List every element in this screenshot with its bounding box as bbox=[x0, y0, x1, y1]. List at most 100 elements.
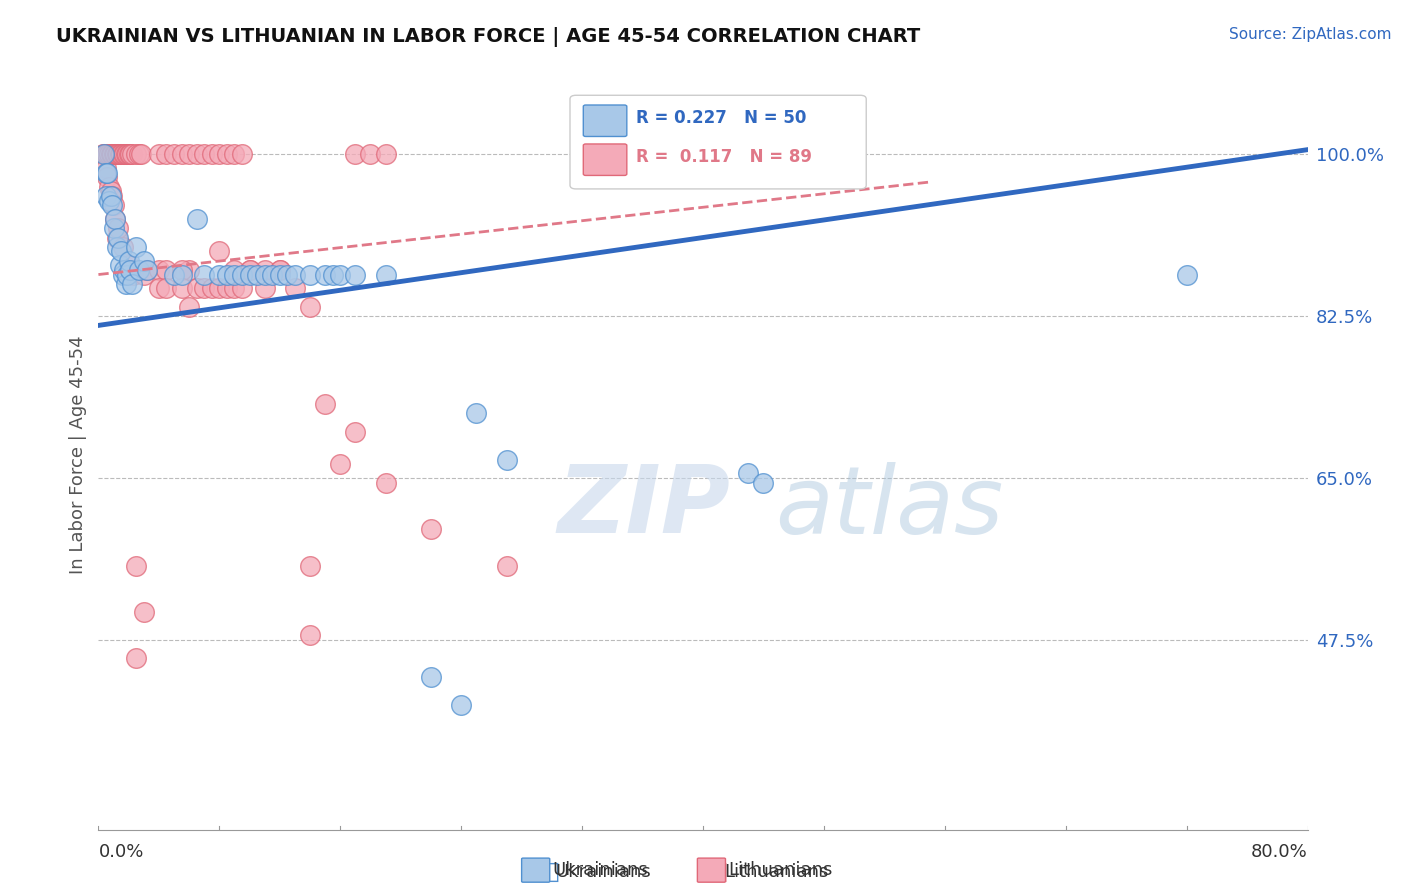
Text: Ukrainians: Ukrainians bbox=[553, 861, 648, 879]
Point bbox=[118, 147, 141, 161]
Point bbox=[93, 147, 115, 161]
Point bbox=[186, 212, 208, 227]
Point bbox=[155, 147, 177, 161]
Point bbox=[179, 147, 201, 161]
Point bbox=[94, 166, 117, 180]
Point bbox=[495, 452, 517, 467]
Point bbox=[179, 263, 201, 277]
Point bbox=[105, 147, 128, 161]
Point bbox=[98, 194, 121, 208]
Point bbox=[94, 161, 117, 176]
Point bbox=[215, 147, 238, 161]
Point bbox=[148, 281, 170, 295]
Point bbox=[163, 268, 186, 282]
Point bbox=[179, 300, 201, 314]
Text: ZIP: ZIP bbox=[558, 461, 731, 553]
Point bbox=[170, 268, 193, 282]
Point bbox=[93, 147, 115, 161]
Point bbox=[253, 263, 276, 277]
Point bbox=[224, 263, 246, 277]
Point bbox=[132, 605, 155, 619]
Text: 80.0%: 80.0% bbox=[1251, 844, 1308, 862]
Point bbox=[284, 268, 307, 282]
Point bbox=[752, 475, 775, 490]
Point bbox=[105, 240, 128, 254]
Point bbox=[96, 170, 118, 185]
Point bbox=[98, 147, 121, 161]
Text: □: □ bbox=[537, 861, 560, 884]
Point bbox=[329, 268, 352, 282]
Point bbox=[111, 268, 134, 282]
Point bbox=[224, 147, 246, 161]
Point bbox=[111, 147, 134, 161]
Point bbox=[360, 147, 382, 161]
Y-axis label: In Labor Force | Age 45-54: In Labor Force | Age 45-54 bbox=[69, 335, 87, 574]
Point bbox=[104, 212, 127, 227]
Point bbox=[269, 263, 291, 277]
Point bbox=[239, 268, 262, 282]
Point bbox=[299, 558, 322, 573]
Point bbox=[103, 147, 125, 161]
Point bbox=[284, 281, 307, 295]
Point bbox=[112, 263, 135, 277]
Point bbox=[208, 147, 231, 161]
Point bbox=[374, 475, 396, 490]
Point bbox=[224, 268, 246, 282]
Point bbox=[737, 467, 759, 481]
Point bbox=[215, 268, 238, 282]
Point bbox=[322, 268, 344, 282]
Point bbox=[125, 240, 148, 254]
Point bbox=[135, 263, 157, 277]
Point bbox=[110, 147, 132, 161]
Point bbox=[118, 258, 141, 272]
Point bbox=[121, 147, 143, 161]
Point bbox=[91, 147, 114, 161]
Point bbox=[101, 189, 124, 203]
Point bbox=[100, 147, 122, 161]
Point bbox=[253, 281, 276, 295]
Point bbox=[201, 281, 224, 295]
Point bbox=[111, 240, 134, 254]
Point bbox=[374, 268, 396, 282]
Point bbox=[269, 263, 291, 277]
Point bbox=[208, 268, 231, 282]
Point bbox=[208, 281, 231, 295]
Point bbox=[163, 147, 186, 161]
Point bbox=[94, 147, 117, 161]
Text: Lithuanians: Lithuanians bbox=[728, 861, 832, 879]
Point bbox=[374, 147, 396, 161]
Text: atlas: atlas bbox=[776, 462, 1004, 553]
Point bbox=[420, 670, 443, 684]
Point bbox=[107, 221, 129, 235]
Point bbox=[128, 147, 150, 161]
Point bbox=[112, 147, 135, 161]
Point bbox=[104, 147, 127, 161]
Point bbox=[170, 147, 193, 161]
Point bbox=[114, 147, 136, 161]
Point bbox=[115, 268, 138, 282]
Point bbox=[100, 184, 122, 198]
Point bbox=[231, 147, 253, 161]
Point bbox=[104, 212, 127, 227]
Point bbox=[170, 263, 193, 277]
Point bbox=[215, 281, 238, 295]
Point bbox=[299, 268, 322, 282]
Point bbox=[208, 244, 231, 259]
Text: Source: ZipAtlas.com: Source: ZipAtlas.com bbox=[1229, 27, 1392, 42]
FancyBboxPatch shape bbox=[583, 105, 627, 136]
Point bbox=[269, 268, 291, 282]
Point bbox=[193, 268, 215, 282]
Point bbox=[224, 281, 246, 295]
Point bbox=[314, 397, 336, 411]
Text: R = 0.227   N = 50: R = 0.227 N = 50 bbox=[637, 110, 807, 128]
Point bbox=[129, 147, 152, 161]
Point bbox=[120, 147, 142, 161]
Point bbox=[105, 230, 128, 244]
Point bbox=[107, 147, 129, 161]
Point bbox=[125, 147, 148, 161]
Point bbox=[98, 179, 121, 194]
Point bbox=[450, 698, 472, 712]
Point bbox=[239, 263, 262, 277]
Point bbox=[118, 253, 141, 268]
Point bbox=[125, 651, 148, 665]
